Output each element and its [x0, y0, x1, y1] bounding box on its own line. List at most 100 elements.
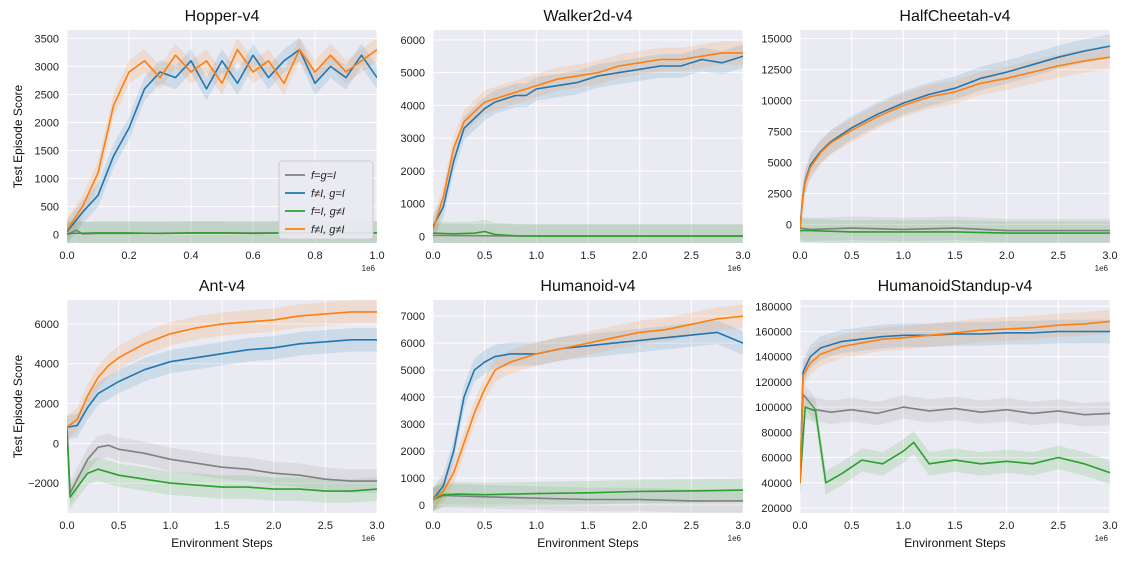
series-line — [67, 338, 377, 429]
x-tick-label: 0.0 — [425, 520, 440, 532]
legend-entry: f=g=I — [311, 170, 336, 182]
series-band — [433, 44, 743, 239]
x-scale-label: 1e6 — [728, 264, 742, 273]
y-tick-label: 1000 — [401, 199, 425, 211]
x-scale-label: 1e6 — [362, 534, 376, 543]
y-tick-label: 500 — [41, 202, 59, 214]
series-line — [67, 48, 377, 231]
x-tick-label: 1.0 — [529, 520, 544, 532]
legend-entry: f≠I, g≠I — [311, 224, 344, 236]
series-band — [433, 219, 743, 243]
x-axis-label: Environment Steps — [171, 536, 272, 550]
x-tick-label: 0.5 — [844, 520, 859, 532]
x-tick-label: 1.0 — [369, 250, 384, 262]
chart-title: HalfCheetah-v4 — [899, 8, 1010, 25]
y-tick-label: 100000 — [755, 402, 792, 414]
x-tick-label: 1.0 — [529, 250, 544, 262]
series-band — [433, 223, 743, 243]
x-tick-label: 2.5 — [1051, 520, 1066, 532]
series-band — [67, 419, 377, 509]
series-band — [433, 478, 743, 512]
series-line — [433, 55, 743, 227]
series-line — [433, 494, 743, 502]
y-tick-label: 80000 — [761, 427, 792, 439]
legend-entry: f=I, g≠I — [311, 206, 345, 218]
y-tick-label: 5000 — [401, 365, 425, 377]
x-tick-label: 2.0 — [999, 520, 1014, 532]
series-line — [67, 311, 377, 429]
y-tick-label: 5000 — [768, 158, 792, 170]
series-band — [433, 304, 743, 512]
series-band — [800, 382, 1110, 495]
legend: f=g=I f≠I, g=I f=I, g≠I f≠I, g≠I — [278, 160, 374, 240]
chart-panel: 0.0 0.2 0.4 0.6 0.8 1.0 0 500 1000 1500 2000 2500 30… — [11, 8, 385, 273]
x-tick-label: 3.0 — [735, 250, 750, 262]
x-tick-label: 2.0 — [266, 520, 281, 532]
chart-title: Humanoid-v4 — [540, 278, 635, 295]
x-tick-label: 1.5 — [947, 520, 962, 532]
series-band — [67, 413, 377, 505]
chart-title: Walker2d-v4 — [543, 8, 632, 25]
y-tick-label: 2500 — [768, 188, 792, 200]
y-tick-label: 15000 — [761, 34, 792, 46]
series-band — [800, 45, 1110, 240]
series-line — [433, 52, 743, 231]
series-line — [433, 489, 743, 501]
series-band — [800, 319, 1110, 495]
series-line — [67, 431, 377, 498]
x-scale-label: 1e6 — [728, 534, 742, 543]
series-band — [800, 216, 1110, 243]
y-tick-label: 2500 — [35, 89, 59, 101]
y-tick-label: 60000 — [761, 453, 792, 465]
y-tick-label: 7000 — [401, 311, 425, 323]
y-tick-label: 5000 — [401, 68, 425, 80]
y-tick-label: 1000 — [401, 473, 425, 485]
x-tick-label: 2.0 — [632, 250, 647, 262]
x-tick-label: 2.5 — [1051, 250, 1066, 262]
series-line — [800, 393, 1110, 483]
chart-title: Hopper-v4 — [185, 8, 260, 25]
x-tick-label: 1.0 — [163, 520, 178, 532]
y-tick-label: 0 — [786, 219, 792, 231]
y-tick-label: 140000 — [755, 352, 792, 364]
x-tick-label: 0.8 — [307, 250, 322, 262]
legend-entry: f≠I, g=I — [311, 188, 345, 200]
x-axis-label: Environment Steps — [537, 536, 638, 550]
x-scale-label: 1e6 — [1095, 264, 1109, 273]
y-tick-label: 0 — [53, 230, 59, 242]
y-tick-label: 3500 — [35, 33, 59, 45]
x-tick-label: 1.5 — [947, 250, 962, 262]
x-tick-label: 3.0 — [1102, 520, 1117, 532]
legend-box — [278, 160, 374, 240]
y-tick-label: 160000 — [755, 327, 792, 339]
x-tick-label: 0.0 — [59, 520, 74, 532]
series-line — [800, 227, 1110, 232]
x-tick-label: 2.0 — [999, 250, 1014, 262]
y-tick-label: 4000 — [401, 100, 425, 112]
x-tick-label: 3.0 — [735, 520, 750, 532]
x-tick-label: 0.0 — [425, 250, 440, 262]
series-band — [800, 34, 1110, 240]
x-tick-label: 1.5 — [580, 520, 595, 532]
x-tick-label: 0.6 — [245, 250, 260, 262]
y-tick-label: −2000 — [28, 478, 59, 490]
x-tick-label: 0.5 — [477, 520, 492, 532]
x-axis-label: Environment Steps — [904, 536, 1005, 550]
chart-panel: 0.0 0.5 1.0 1.5 2.0 2.5 3.0 20000 40000 60000 8000… — [755, 278, 1117, 550]
series-line — [800, 229, 1110, 234]
x-tick-label: 0.4 — [183, 250, 198, 262]
y-tick-label: 2000 — [35, 117, 59, 129]
x-tick-label: 2.0 — [632, 520, 647, 532]
y-tick-label: 3000 — [401, 133, 425, 145]
series-group — [433, 41, 743, 243]
series-line — [800, 406, 1110, 484]
y-axis-label: Test Episode Score — [11, 84, 25, 188]
series-line — [800, 320, 1110, 483]
y-tick-label: 120000 — [755, 377, 792, 389]
series-band — [67, 300, 377, 440]
y-tick-label: 6000 — [35, 319, 59, 331]
y-tick-label: 7500 — [768, 127, 792, 139]
series-group — [800, 34, 1110, 243]
series-group — [433, 304, 743, 513]
series-line — [433, 230, 743, 237]
